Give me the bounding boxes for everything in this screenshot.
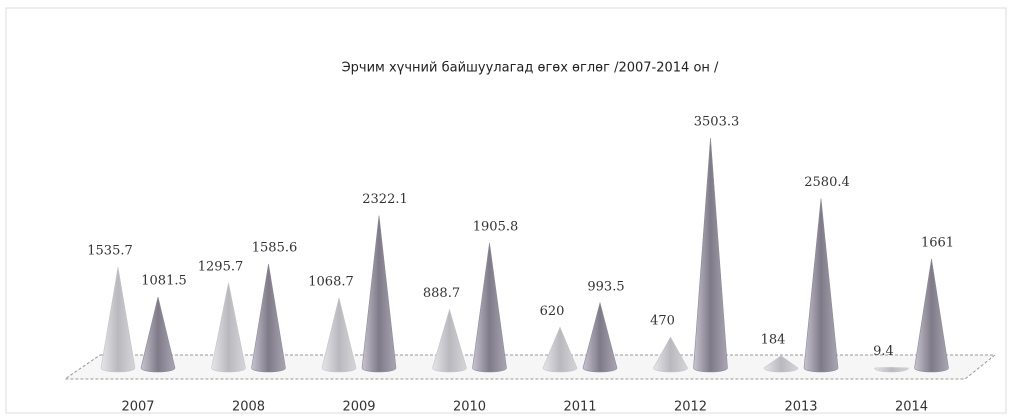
value-label: 1081.5 [141, 273, 187, 288]
cone [693, 137, 728, 373]
x-tick-label: 2013 [784, 400, 817, 415]
value-label: 2580.4 [804, 175, 850, 190]
frame [5, 7, 1007, 414]
value-label: 1661 [921, 235, 954, 250]
value-label: 9.4 [873, 344, 894, 359]
value-label: 470 [650, 314, 675, 329]
value-label: 1068.7 [308, 274, 354, 289]
value-label: 3503.3 [694, 115, 740, 130]
x-tick-label: 2007 [121, 400, 154, 415]
x-tick-label: 2010 [453, 400, 486, 415]
cone [914, 258, 949, 373]
value-label: 888.7 [423, 286, 460, 301]
cone [251, 263, 286, 373]
cone [653, 336, 688, 373]
cone [582, 301, 618, 373]
cone [100, 267, 136, 373]
value-label: 1905.8 [473, 219, 519, 234]
cone [874, 367, 909, 373]
floor [63, 354, 997, 380]
cone [432, 308, 467, 373]
value-label: 184 [761, 332, 786, 347]
value-label: 2322.1 [362, 192, 408, 207]
x-tick-label: 2011 [563, 400, 596, 415]
cone [803, 198, 839, 373]
value-label: 620 [540, 304, 565, 319]
cone [361, 215, 397, 373]
x-tick-label: 2009 [342, 400, 375, 415]
value-label: 1295.7 [198, 259, 244, 274]
cone [211, 282, 246, 373]
cone [321, 297, 357, 373]
cone [472, 242, 507, 373]
x-tick-label: 2008 [232, 400, 265, 415]
x-tick-label: 2014 [895, 400, 928, 415]
value-label: 993.5 [587, 279, 624, 294]
cone [763, 355, 799, 373]
cone [542, 326, 578, 373]
chart-title: Эрчим хүчний байшуулагад өгөх өглөг /200… [342, 61, 719, 76]
value-label: 1535.7 [87, 244, 133, 259]
value-label: 1585.6 [252, 240, 298, 255]
cone [140, 296, 176, 373]
x-tick-label: 2012 [674, 400, 707, 415]
